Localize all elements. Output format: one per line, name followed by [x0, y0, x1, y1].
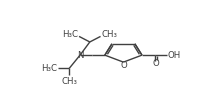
Text: H₃C: H₃C: [41, 64, 57, 73]
Text: H₃C: H₃C: [62, 30, 78, 39]
Text: OH: OH: [168, 51, 181, 60]
Text: CH₃: CH₃: [61, 77, 77, 86]
Text: CH₃: CH₃: [102, 30, 118, 39]
Text: N: N: [77, 51, 83, 60]
Text: O: O: [120, 61, 127, 70]
Text: O: O: [152, 59, 159, 68]
